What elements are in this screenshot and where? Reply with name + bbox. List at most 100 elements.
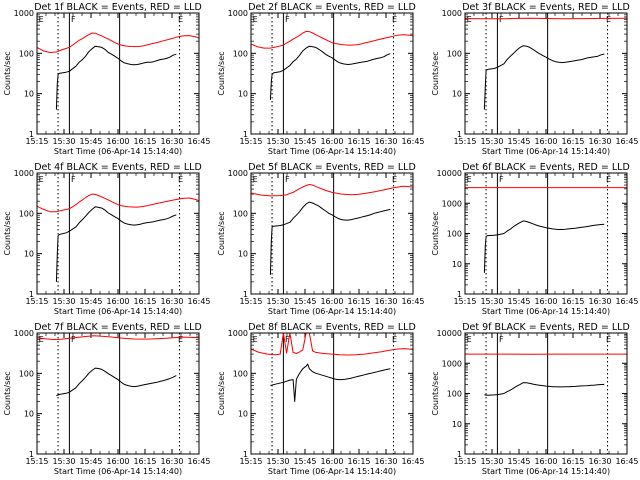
series-line-events <box>483 45 605 110</box>
x-axis-label: Start Time (06-Apr-14 15:14:40) <box>482 467 610 476</box>
y-tick-label: 100 <box>19 49 34 58</box>
x-tick-label: 15:30 <box>266 457 289 466</box>
y-tick-label: 1 <box>29 130 34 139</box>
x-axis-label: Start Time (06-Apr-14 15:14:40) <box>268 307 396 316</box>
x-tick-label: 16:15 <box>347 297 370 306</box>
y-tick-label: 1 <box>457 450 462 459</box>
x-tick-label: 16:30 <box>374 297 397 306</box>
x-tick-label: 16:15 <box>133 457 156 466</box>
x-tick-label: 15:45 <box>293 457 316 466</box>
x-tick-label: 16:45 <box>401 137 424 146</box>
x-axis-label: Start Time (06-Apr-14 15:14:40) <box>268 467 396 476</box>
series-line-events <box>269 201 391 275</box>
chart-panel-5: Det 5f BLACK = Events, RED = LLD 1 10 100 10… <box>217 162 425 316</box>
x-tick-label: 15:30 <box>480 297 503 306</box>
series-line-lld <box>36 193 200 213</box>
y-tick-label: 10 <box>24 410 34 419</box>
y-tick-label: 100 <box>233 209 248 218</box>
x-tick-label: 16:00 <box>320 457 343 466</box>
x-tick-label: 16:15 <box>133 297 156 306</box>
x-tick-label: 16:15 <box>347 137 370 146</box>
x-tick-label: 15:45 <box>507 457 530 466</box>
chart-title: Det 3f BLACK = Events, RED = LLD <box>462 2 630 13</box>
marker-letter: E <box>392 15 397 24</box>
y-tick-label: 1 <box>243 290 248 299</box>
chart-panel-3: Det 3f BLACK = Events, RED = LLD 1 10 100 10… <box>431 2 639 156</box>
marker-letter: E <box>178 15 183 24</box>
marker-letter: E <box>606 15 611 24</box>
y-tick-label: 10000 <box>437 329 462 338</box>
x-tick-label: 16:30 <box>374 457 397 466</box>
chart-title: Det 2f BLACK = Events, RED = LLD <box>248 2 416 13</box>
y-tick-label: 1 <box>457 130 462 139</box>
y-tick-label: 10000 <box>437 169 462 178</box>
marker-letter: E <box>39 335 44 344</box>
y-tick-label: 1000 <box>228 9 248 18</box>
x-tick-label: 16:45 <box>615 297 638 306</box>
y-tick-label: 10 <box>238 410 248 419</box>
x-tick-label: 16:45 <box>615 137 638 146</box>
marker-letter: E <box>39 15 44 24</box>
y-tick-label: 1000 <box>442 9 462 18</box>
y-tick-label: 1000 <box>228 169 248 178</box>
x-tick-label: 15:30 <box>480 457 503 466</box>
plot-frame <box>464 172 628 295</box>
marker-letter: F <box>285 15 290 24</box>
series-line-events <box>270 363 391 402</box>
marker-letter: E <box>253 15 258 24</box>
y-tick-label: 100 <box>233 369 248 378</box>
series-line-lld <box>36 32 200 53</box>
x-tick-label: 15:15 <box>25 137 48 146</box>
y-tick-label: 10 <box>24 250 34 259</box>
marker-letter: F <box>499 15 504 24</box>
y-axis-label: Counts/sec <box>217 211 226 255</box>
series-line-events <box>484 382 605 396</box>
x-tick-label: 16:30 <box>160 457 183 466</box>
y-axis-label: Counts/sec <box>217 51 226 95</box>
marker-letter: E <box>392 175 397 184</box>
x-tick-label: 15:15 <box>25 457 48 466</box>
marker-letter: E <box>467 15 472 24</box>
plot-frame <box>464 332 628 455</box>
y-tick-label: 10 <box>238 90 248 99</box>
chart-title: Det 8f BLACK = Events, RED = LLD <box>248 322 416 333</box>
y-tick-label: 10 <box>452 260 462 269</box>
marker-letter: E <box>39 175 44 184</box>
x-tick-label: 16:30 <box>588 457 611 466</box>
x-axis-label: Start Time (06-Apr-14 15:14:40) <box>54 307 182 316</box>
marker-letter: F <box>71 175 76 184</box>
chart-panel-1: Det 1f BLACK = Events, RED = LLD 1 10 100 10… <box>3 2 211 156</box>
x-tick-label: 16:00 <box>534 297 557 306</box>
plot-frame <box>464 12 628 135</box>
chart-title: Det 9f BLACK = Events, RED = LLD <box>462 322 630 333</box>
x-axis-label: Start Time (06-Apr-14 15:14:40) <box>482 147 610 156</box>
x-tick-label: 15:15 <box>239 457 262 466</box>
marker-letter: F <box>71 335 76 344</box>
x-tick-label: 15:15 <box>453 457 476 466</box>
marker-letter: F <box>499 335 504 344</box>
series-line-lld <box>250 30 414 49</box>
series-line-events <box>56 367 177 397</box>
chart-title: Det 1f BLACK = Events, RED = LLD <box>34 2 202 13</box>
x-tick-label: 16:30 <box>374 137 397 146</box>
marker-letter: E <box>178 335 183 344</box>
x-tick-label: 16:30 <box>160 297 183 306</box>
chart-title: Det 4f BLACK = Events, RED = LLD <box>34 162 202 173</box>
x-tick-label: 16:30 <box>160 137 183 146</box>
x-tick-label: 16:00 <box>534 137 557 146</box>
y-tick-label: 1 <box>457 290 462 299</box>
y-tick-label: 1 <box>243 130 248 139</box>
y-tick-label: 100 <box>447 49 462 58</box>
x-axis-label: Start Time (06-Apr-14 15:14:40) <box>54 467 182 476</box>
x-tick-label: 16:45 <box>401 457 424 466</box>
marker-letter: F <box>499 175 504 184</box>
series-line-lld <box>250 332 414 356</box>
x-tick-label: 16:00 <box>106 297 129 306</box>
plot-frame <box>250 12 414 135</box>
series-line-lld <box>250 184 414 197</box>
x-tick-label: 16:30 <box>588 137 611 146</box>
x-tick-label: 16:15 <box>561 297 584 306</box>
x-tick-label: 15:15 <box>453 137 476 146</box>
x-tick-label: 16:45 <box>615 457 638 466</box>
series-line-events <box>55 45 177 110</box>
